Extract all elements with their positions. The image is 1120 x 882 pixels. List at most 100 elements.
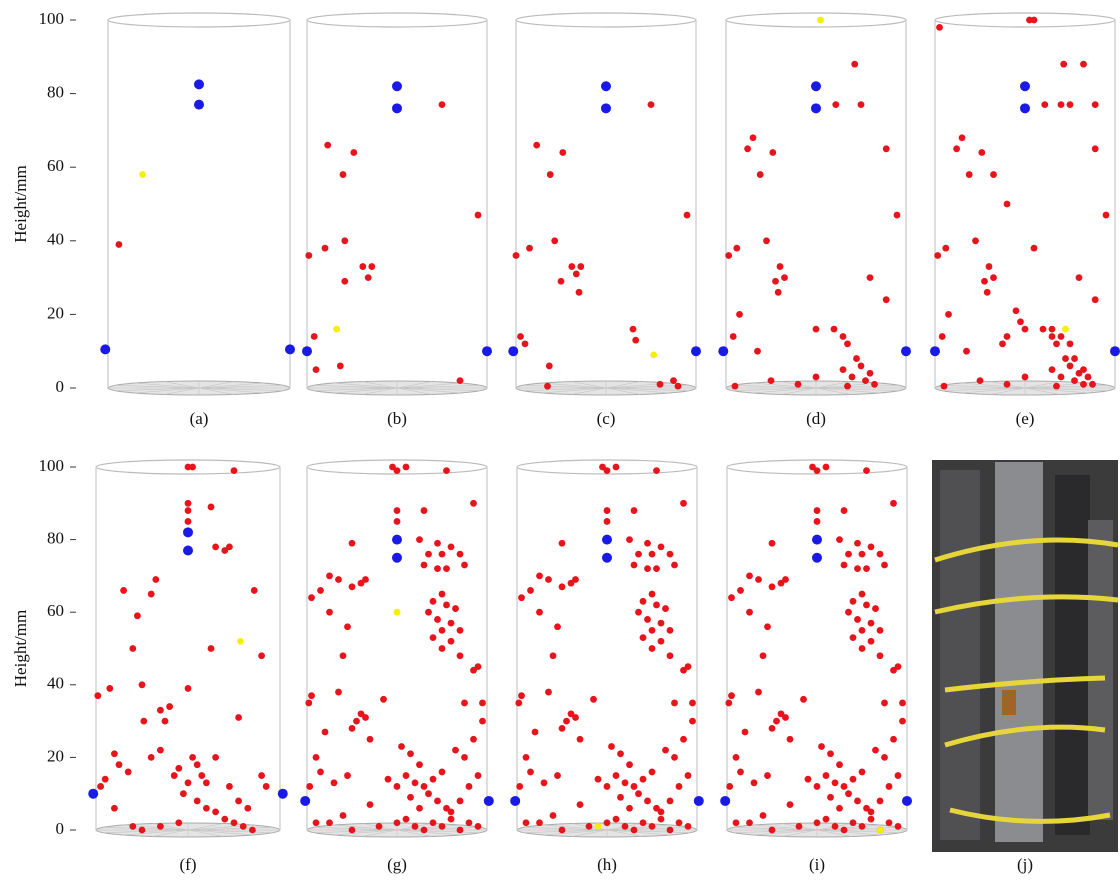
event-point: [886, 783, 893, 790]
panel-label: (d): [806, 409, 826, 428]
event-point: [111, 805, 118, 812]
event-point: [175, 819, 182, 826]
event-point: [689, 718, 696, 725]
event-point: [812, 553, 822, 563]
event-point: [576, 289, 583, 296]
event-point: [877, 652, 884, 659]
event-point: [775, 289, 782, 296]
event-point: [718, 346, 728, 356]
event-point: [448, 638, 455, 645]
event-point: [769, 583, 776, 590]
event-point: [990, 171, 997, 178]
panel: (c): [508, 13, 701, 428]
event-point: [640, 634, 647, 641]
event-point: [1058, 374, 1065, 381]
event-point: [737, 587, 744, 594]
event-point: [394, 518, 401, 525]
event-point: [554, 623, 561, 630]
event-point: [97, 783, 104, 790]
event-point: [823, 816, 830, 823]
event-point: [434, 616, 441, 623]
event-point: [772, 278, 779, 285]
event-point: [930, 346, 940, 356]
event-point: [1062, 355, 1069, 362]
event-point: [1067, 363, 1074, 370]
event-point: [326, 609, 333, 616]
event-point: [680, 500, 687, 507]
event-point: [877, 798, 884, 805]
event-point: [649, 823, 656, 830]
event-point: [863, 467, 870, 474]
event-point: [523, 754, 530, 761]
event-point: [963, 348, 970, 355]
event-point: [183, 527, 193, 537]
event-point: [185, 518, 192, 525]
event-point: [457, 827, 464, 834]
event-point: [333, 326, 340, 333]
event-point: [349, 725, 356, 732]
event-point: [563, 718, 570, 725]
event-point: [881, 562, 888, 569]
event-point: [353, 718, 360, 725]
y-tick-label: 60: [47, 601, 64, 620]
event-point: [448, 620, 455, 627]
event-point: [649, 769, 656, 776]
event-point: [203, 805, 210, 812]
event-point: [836, 536, 843, 543]
event-point: [934, 252, 941, 259]
event-point: [198, 772, 205, 779]
event-point: [545, 689, 552, 696]
event-point: [367, 801, 374, 808]
event-point: [412, 823, 419, 830]
event-point: [452, 747, 459, 754]
y-tick-label: 40: [47, 230, 64, 249]
event-point: [362, 714, 369, 721]
event-point: [300, 796, 310, 806]
event-point: [322, 729, 329, 736]
event-point: [899, 718, 906, 725]
event-point: [1076, 274, 1083, 281]
event-point: [251, 587, 258, 594]
event-point: [653, 565, 660, 572]
event-point: [139, 827, 146, 834]
event-point: [394, 467, 401, 474]
event-point: [676, 783, 683, 790]
event-point: [1004, 201, 1011, 208]
event-point: [226, 543, 233, 550]
event-point: [546, 363, 553, 370]
event-point: [385, 776, 392, 783]
panel: (i): [720, 460, 912, 874]
event-point: [942, 245, 949, 252]
event-point: [434, 565, 441, 572]
event-point: [604, 467, 611, 474]
event-point: [670, 377, 677, 384]
event-point: [662, 605, 669, 612]
event-point: [475, 772, 482, 779]
event-point: [631, 783, 638, 790]
event-point: [311, 333, 318, 340]
y-tick-label: 40: [47, 674, 64, 693]
event-point: [392, 535, 402, 545]
event-point: [116, 761, 123, 768]
cylinder-top: [516, 13, 696, 27]
event-point: [757, 171, 764, 178]
event-point: [100, 344, 110, 354]
event-point: [185, 685, 192, 692]
event-point: [649, 551, 656, 558]
event-point: [572, 576, 579, 583]
event-point: [157, 747, 164, 754]
event-point: [139, 171, 146, 178]
event-point: [999, 340, 1006, 347]
event-point: [868, 816, 875, 823]
event-point: [522, 340, 529, 347]
event-point: [545, 576, 552, 583]
event-point: [302, 346, 312, 356]
event-point: [470, 500, 477, 507]
event-point: [527, 587, 534, 594]
event-point: [392, 81, 402, 91]
panel-label: (b): [387, 409, 407, 428]
event-point: [359, 263, 366, 270]
panel-label: (a): [190, 409, 209, 428]
event-point: [94, 692, 101, 699]
event-point: [863, 565, 870, 572]
